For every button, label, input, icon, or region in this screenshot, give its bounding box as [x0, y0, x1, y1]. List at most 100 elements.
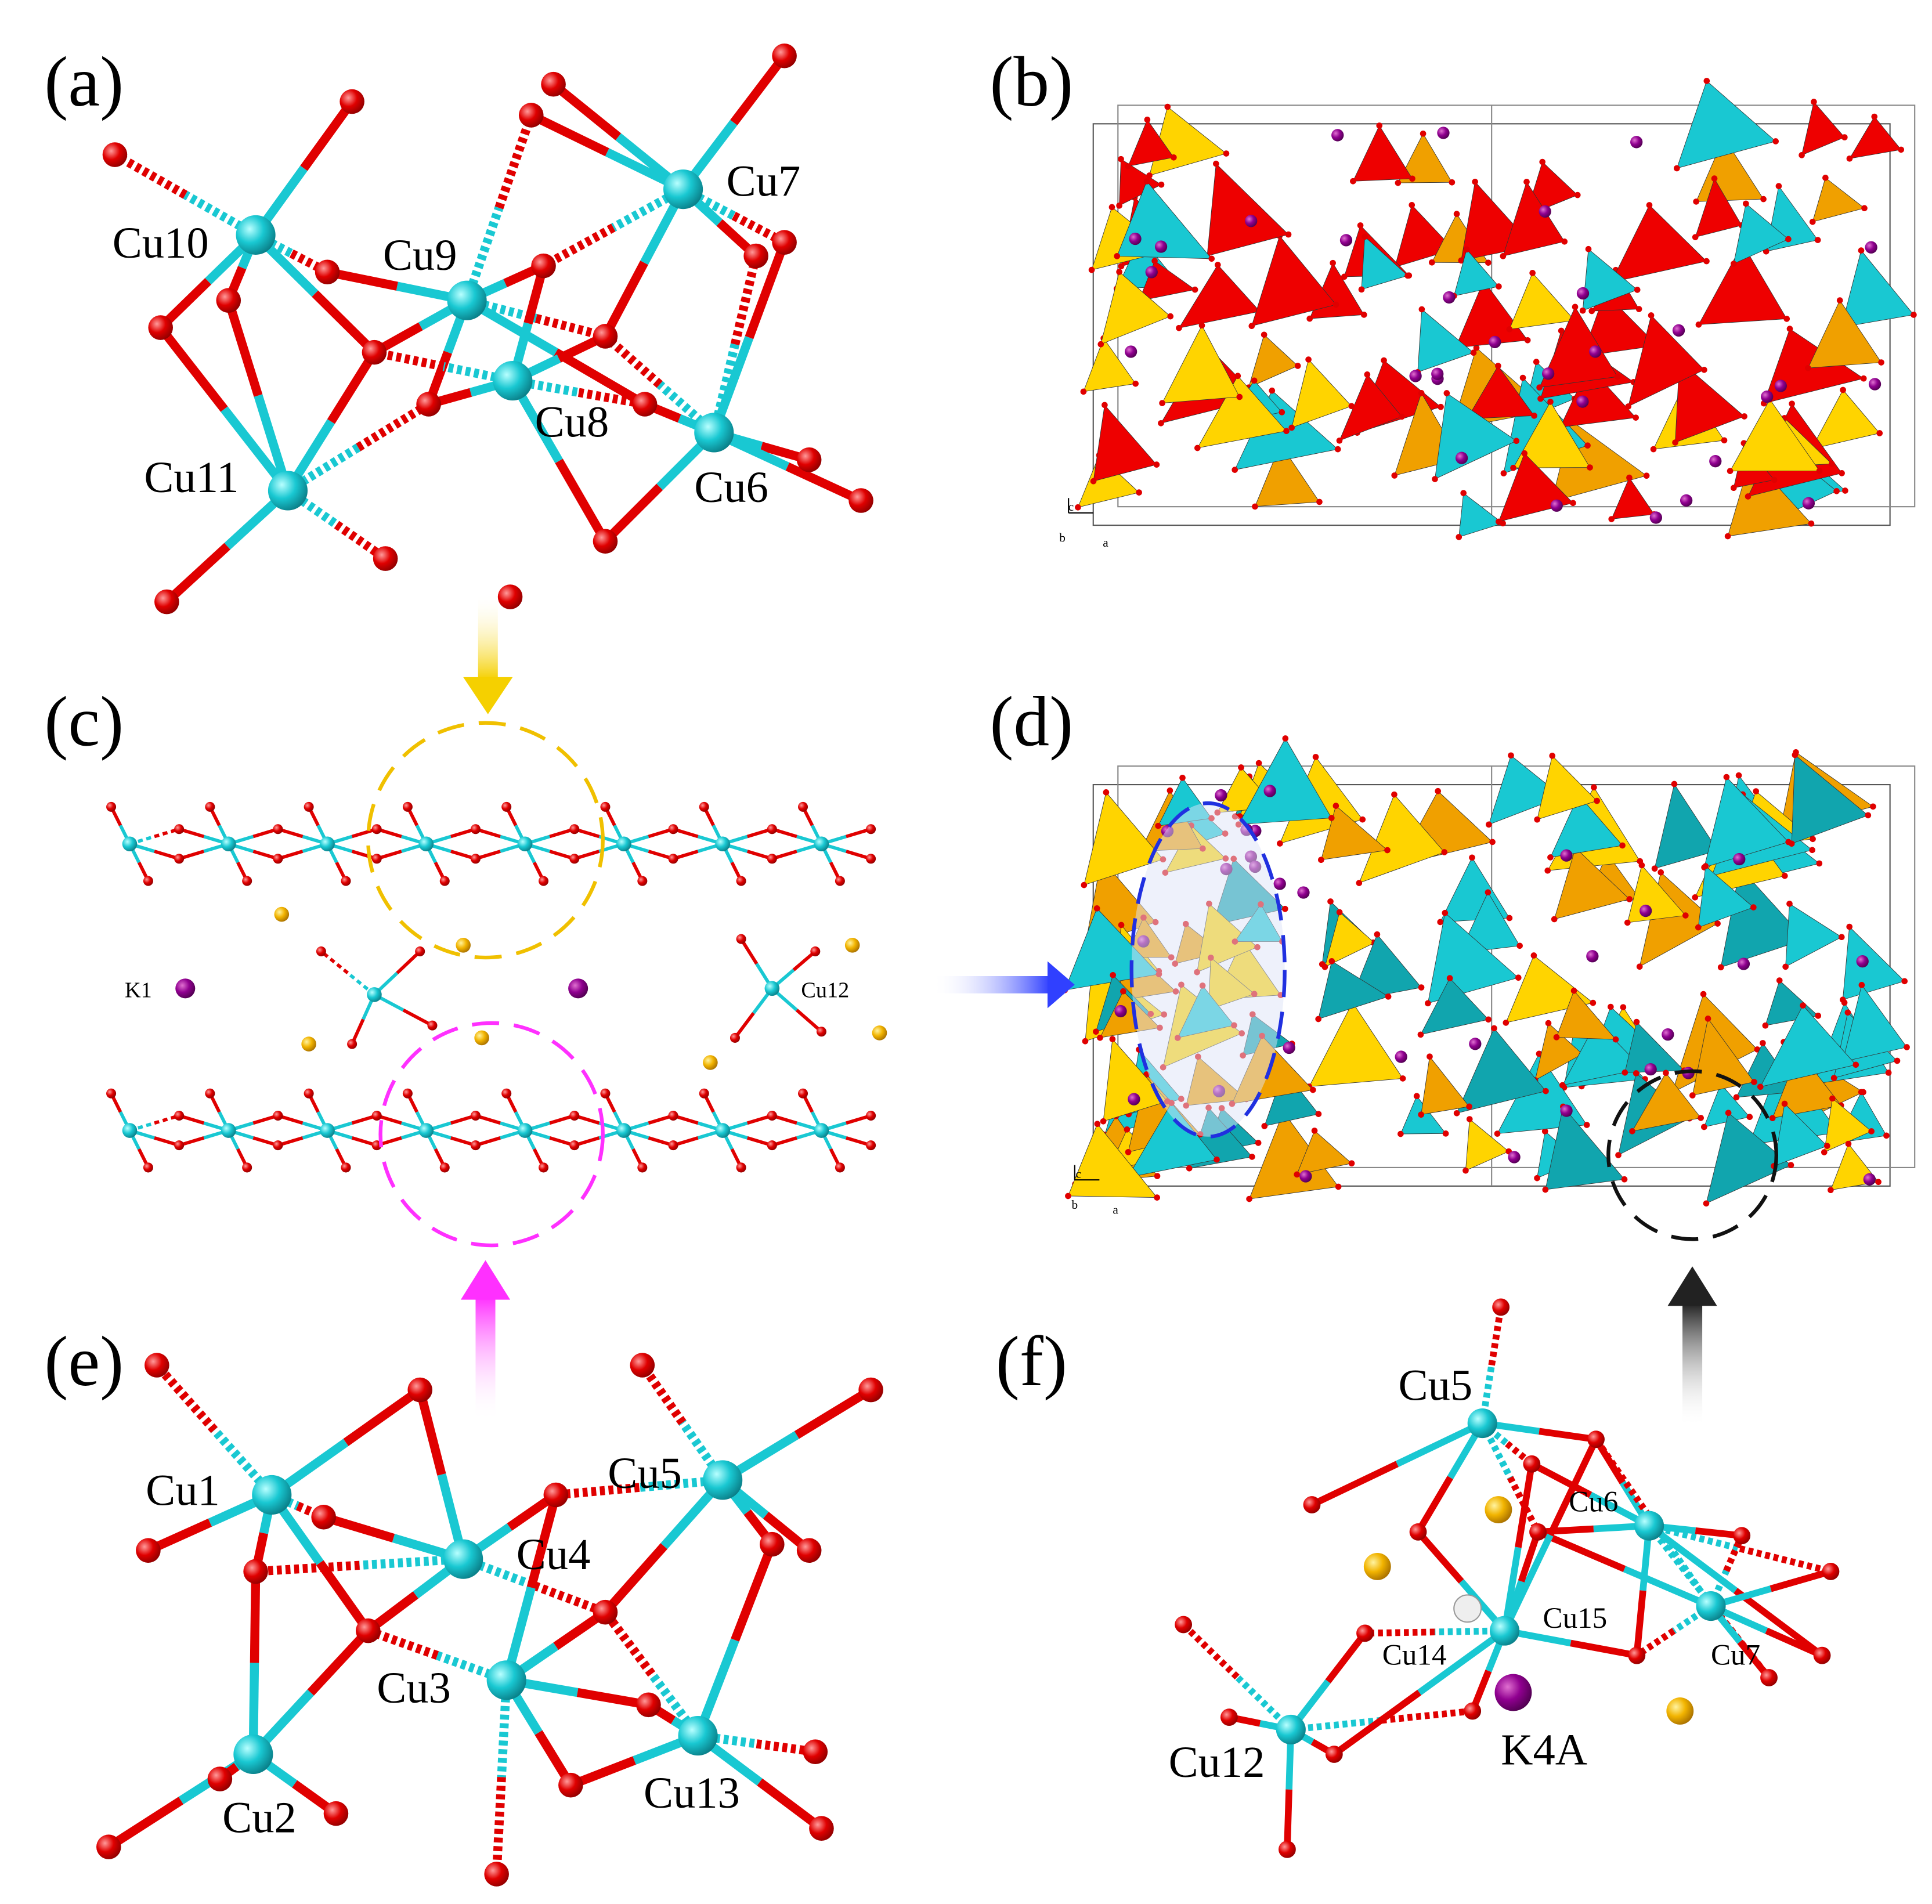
bond [289, 249, 330, 276]
oxygen-atom [1583, 1122, 1590, 1128]
polyhedron [1320, 805, 1388, 861]
bond [745, 240, 789, 339]
oxygen-atom [1427, 1053, 1433, 1060]
polyhedron [1465, 1118, 1510, 1171]
oxygen-atom [1506, 326, 1513, 333]
bond [1488, 1306, 1504, 1366]
copper-atom [814, 836, 829, 852]
oxygen-atom [593, 529, 618, 554]
polyhedron [1610, 204, 1707, 283]
potassium-atom [1128, 1093, 1140, 1105]
oxygen-atom [1650, 446, 1657, 453]
oxygen-atom [1742, 200, 1749, 207]
oxygen-atom [1524, 337, 1531, 344]
bond [1739, 1545, 1832, 1575]
oxygen-atom [1348, 1160, 1355, 1167]
polyhedron [1562, 1021, 1644, 1086]
oxygen-atom [1223, 150, 1230, 157]
copper-atom [268, 471, 308, 511]
oxygen-atom [1626, 474, 1633, 481]
oxygen-atom [1745, 493, 1752, 500]
polyhedron [1093, 404, 1157, 482]
oxygen-atom [1725, 1110, 1732, 1117]
oxygen-atom [1523, 179, 1530, 185]
oxygen-atom [316, 946, 326, 956]
oxygen-atom [1321, 963, 1328, 970]
unit-cell [1075, 78, 1917, 540]
oxygen-atom [1118, 922, 1125, 928]
atom-label: Cu12 [1169, 1737, 1265, 1787]
atom-label: Cu11 [144, 453, 239, 502]
oxygen-atom [1633, 414, 1639, 421]
potassium-atom [1297, 886, 1310, 899]
potassium-atom [1542, 367, 1555, 380]
oxygen-atom [1698, 1115, 1704, 1121]
oxygen-atom [1701, 366, 1707, 373]
oxygen-atom [1409, 201, 1415, 208]
polyhedron [1067, 1123, 1158, 1198]
oxygen-atom [1541, 1128, 1548, 1135]
oxygen-atom [1082, 1038, 1089, 1045]
oxygen-atom [1472, 178, 1478, 185]
oxygen-atom [1348, 403, 1355, 410]
oxygen-atom [1356, 1624, 1374, 1642]
oxygen-atom [1810, 836, 1816, 843]
oxygen-atom [1539, 158, 1546, 165]
potassium-atom [1494, 1674, 1532, 1711]
oxygen-atom [1590, 999, 1597, 1006]
bond [734, 1012, 755, 1039]
oxygen-atom [207, 1766, 233, 1791]
oxygen-atom [1155, 822, 1161, 829]
copper-atom [715, 1123, 730, 1138]
oxygen-atom [1733, 1527, 1751, 1545]
oxygen-atom [1093, 905, 1100, 912]
bond [307, 1627, 371, 1696]
bond [1364, 1628, 1435, 1637]
oxygen-atom [470, 1111, 481, 1121]
potassium-atom [1283, 1041, 1295, 1054]
potassium-atom [175, 978, 196, 999]
oxygen-atom [1515, 974, 1522, 981]
oxygen-atom [866, 824, 876, 834]
oxygen-atom [174, 1140, 185, 1151]
oxygen-atom [304, 801, 314, 812]
bond [312, 290, 378, 356]
oxygen-atom [1549, 753, 1556, 759]
polyhedron [1453, 248, 1500, 297]
oxygen-atom [1288, 424, 1295, 431]
oxygen-atom [1572, 304, 1579, 310]
oxygen-atom [1695, 321, 1702, 328]
polyhedron [1545, 1106, 1625, 1190]
oxygen-atom [371, 824, 382, 834]
oxygen-atom [1281, 905, 1288, 912]
bond [602, 483, 663, 545]
oxygen-atom [1703, 78, 1710, 84]
bond [497, 1679, 511, 1777]
oxygen-atom [699, 1088, 709, 1099]
oxygen-atom [1486, 821, 1492, 828]
oxygen-atom [1485, 259, 1492, 266]
oxygen-atom [803, 1739, 828, 1764]
oxygen-atom [1833, 487, 1840, 494]
potassium-atom [1560, 849, 1573, 862]
oxygen-atom [102, 142, 128, 167]
polyhedron [1238, 738, 1332, 825]
oxygen-atom [1315, 1016, 1321, 1023]
oxygen-atom [1693, 198, 1699, 205]
oxygen-atom [1125, 163, 1132, 169]
oxygen-atom [501, 1088, 512, 1099]
polyhedron [1488, 755, 1563, 825]
oxygen-atom [1594, 797, 1600, 804]
oxygen-atom [1845, 1140, 1852, 1147]
polyhedron [1801, 101, 1846, 156]
bond [1415, 1476, 1453, 1534]
polyhedron [1695, 178, 1742, 238]
oxygen-atom [1251, 377, 1258, 384]
bond [1765, 1627, 1823, 1659]
oxygen-atom [415, 946, 425, 956]
oxygen-atom [1194, 445, 1201, 451]
bond [1332, 1689, 1422, 1757]
oxygen-atom [1809, 218, 1816, 225]
oxygen-atom [1703, 1200, 1710, 1207]
polyhedron [1812, 177, 1865, 222]
